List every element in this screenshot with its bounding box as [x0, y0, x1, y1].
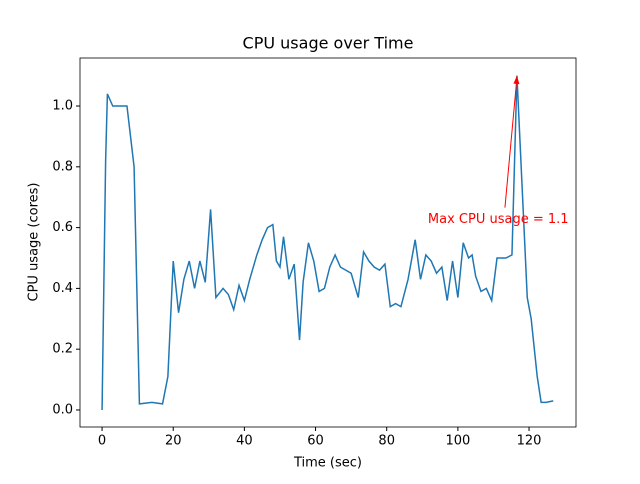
- y-tick-label: 0.2: [52, 342, 73, 357]
- x-tick-label: 0: [98, 434, 106, 449]
- x-tick-label: 60: [307, 434, 324, 449]
- y-tick-label: 0.8: [52, 159, 73, 174]
- x-tick-label: 120: [517, 434, 542, 449]
- x-tick-label: 100: [445, 434, 470, 449]
- y-tick-label: 0.4: [52, 281, 73, 296]
- y-tick-label: 0.6: [52, 220, 73, 235]
- line-series: [101, 75, 554, 410]
- plot-frame: [79, 57, 577, 428]
- y-axis-label: CPU usage (cores): [27, 183, 42, 302]
- x-axis-label: Time (sec): [293, 456, 362, 471]
- x-tick-label: 40: [236, 434, 253, 449]
- x-tick-label: 20: [165, 434, 182, 449]
- y-tick-label: 0.0: [52, 402, 73, 417]
- y-tick-label: 1.0: [52, 99, 73, 114]
- annotation-arrowhead: [513, 75, 520, 85]
- annotation-text: Max CPU usage = 1.1: [428, 212, 569, 227]
- x-tick-label: 80: [378, 434, 395, 449]
- chart-title: CPU usage over Time: [243, 34, 414, 53]
- annotation-arrow: [504, 77, 518, 208]
